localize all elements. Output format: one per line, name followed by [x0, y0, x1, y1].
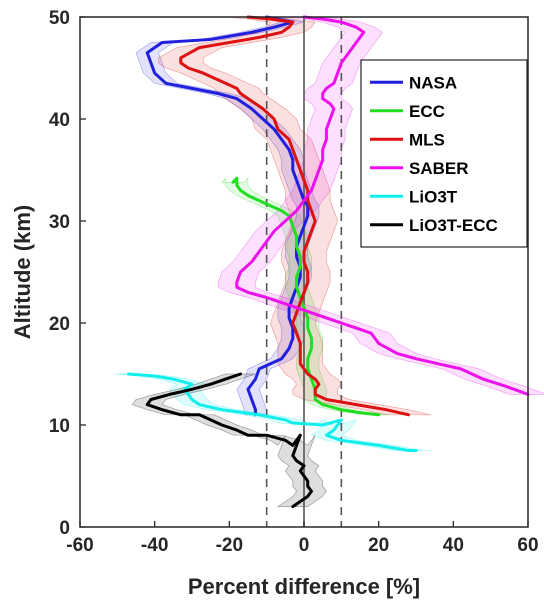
y-tick-label: 30 — [49, 212, 70, 233]
legend-label-ecc: ECC — [409, 102, 445, 121]
x-axis-label: Percent difference [%] — [188, 574, 420, 599]
series-lines — [127, 15, 530, 509]
legend-box — [360, 59, 528, 248]
legend: NASA ECC MLS SABER LiO3T LiO3T-ECC — [360, 59, 528, 248]
x-tick-label: -40 — [141, 535, 168, 556]
legend-label-lio3t: LiO3T — [409, 187, 458, 206]
band-mls — [158, 16, 432, 416]
series-line-lio3t — [127, 372, 418, 452]
series-line-mls — [179, 15, 411, 417]
x-tick-label: 20 — [368, 535, 389, 556]
x-tick-label: 0 — [299, 535, 310, 556]
series-line-saber — [235, 15, 530, 396]
legend-label-mls: MLS — [409, 130, 445, 149]
y-tick-label: 10 — [49, 416, 70, 437]
axis-ticks: -60 -40 -20 0 20 40 60 0 10 20 30 40 50 — [49, 8, 539, 556]
y-tick-label: 20 — [49, 314, 70, 335]
series-line-nasa — [145, 15, 310, 417]
y-tick-label: 0 — [59, 518, 70, 539]
y-tick-label: 40 — [49, 110, 70, 131]
legend-label-nasa: NASA — [409, 73, 457, 92]
band-saber — [217, 16, 544, 395]
reference-lines — [265, 17, 343, 527]
y-tick-label: 50 — [49, 8, 70, 29]
series-line-lio3t-ecc — [145, 372, 313, 509]
y-axis-label: Altitude (km) — [10, 205, 35, 339]
legend-label-saber: SABER — [409, 159, 469, 178]
x-tick-label: -60 — [66, 535, 93, 556]
x-tick-label: -20 — [216, 535, 243, 556]
x-tick-label: 40 — [443, 535, 464, 556]
legend-label-lio3t-ecc: LiO3T-ECC — [409, 216, 498, 235]
x-tick-label: 60 — [517, 535, 538, 556]
